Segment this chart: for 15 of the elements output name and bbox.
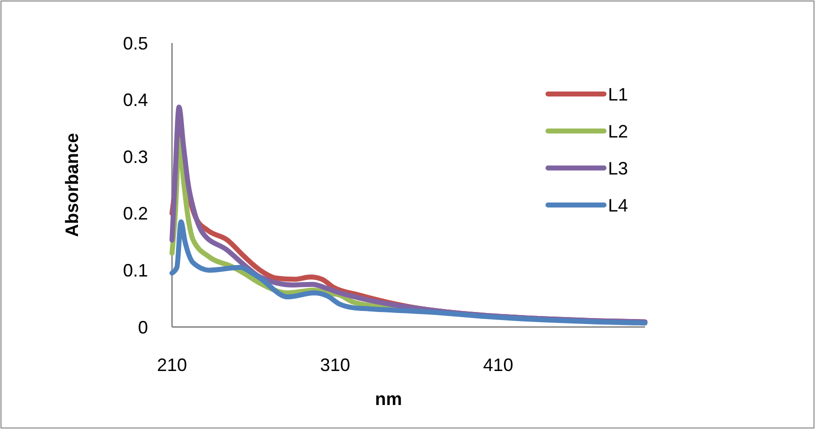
y-tick-label: 0.4 xyxy=(122,90,148,110)
y-tick-label: 0.3 xyxy=(122,146,148,167)
x-tick-label: 410 xyxy=(483,355,514,375)
x-axis-title: nm xyxy=(375,389,402,409)
x-tick-label: 210 xyxy=(156,355,188,375)
y-tick-label: 0.5 xyxy=(122,33,148,54)
legend-label: L3 xyxy=(608,158,628,178)
y-tick-label: 0.2 xyxy=(122,204,148,224)
legend-label: L4 xyxy=(608,195,628,216)
y-axis-title: Absorbance xyxy=(62,132,82,238)
y-tick-label: 0.1 xyxy=(122,260,148,280)
y-tick-label: 0 xyxy=(138,317,148,338)
legend-label: L2 xyxy=(608,121,628,142)
x-tick-label: 310 xyxy=(320,355,350,375)
legend-label: L1 xyxy=(608,84,628,104)
